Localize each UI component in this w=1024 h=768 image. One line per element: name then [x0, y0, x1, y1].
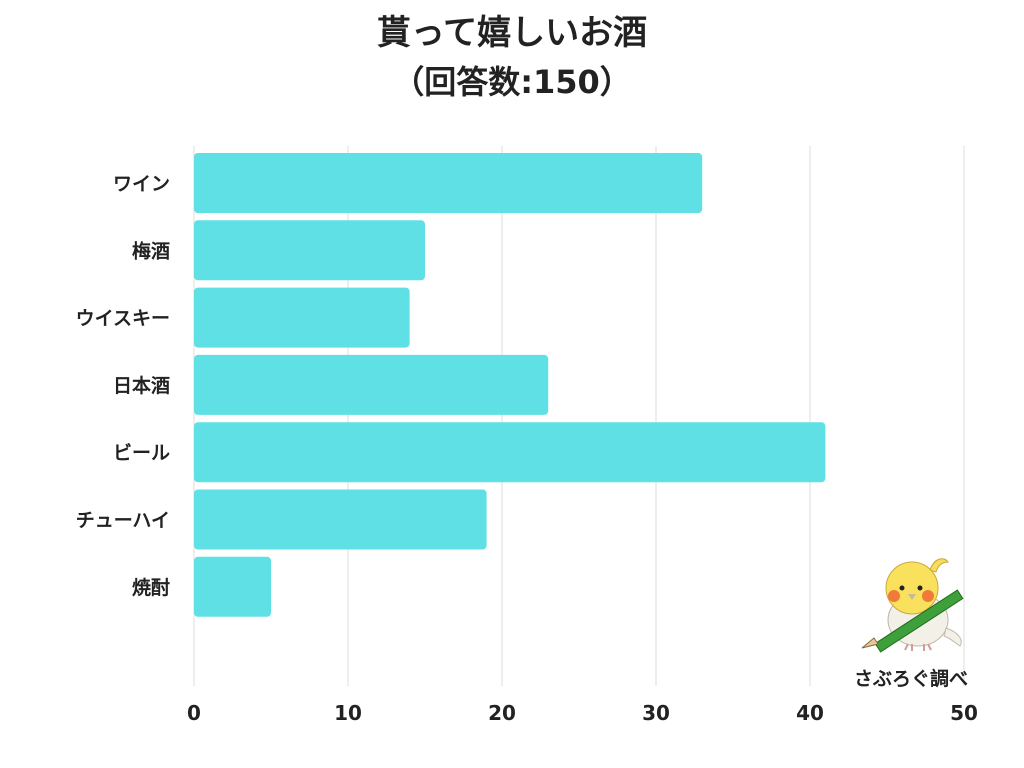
bar	[194, 489, 487, 550]
x-tick-label: 50	[950, 701, 978, 725]
category-label: ウイスキー	[76, 308, 170, 330]
cockatiel-with-pencil-icon	[861, 558, 964, 653]
category-label: 焼酎	[132, 576, 170, 599]
x-tick-label: 40	[796, 701, 824, 725]
bar	[194, 287, 410, 348]
bar	[194, 354, 549, 415]
bar	[194, 422, 826, 483]
x-tick-label: 20	[488, 701, 516, 725]
chart-title: 貰って嬉しいお酒	[376, 13, 648, 53]
bar	[194, 153, 703, 213]
x-tick-label: 30	[642, 701, 670, 725]
category-label: ビール	[113, 442, 170, 464]
category-label: 日本酒	[113, 374, 170, 397]
credit-label: さぶろぐ調べ	[853, 668, 968, 690]
x-tick-label: 10	[334, 701, 362, 725]
category-label: ワイン	[113, 173, 170, 195]
x-tick-labels: 0 10 20 30 40 50	[187, 701, 978, 725]
category-label: チューハイ	[76, 510, 170, 532]
category-label: 梅酒	[132, 239, 170, 262]
chart-subtitle: （回答数:150）	[392, 63, 632, 101]
bar	[194, 220, 425, 281]
chart-heading: 貰って嬉しいお酒 （回答数:150）	[0, 10, 1024, 104]
x-tick-label: 0	[187, 701, 201, 725]
bars	[194, 153, 826, 617]
bar	[194, 556, 271, 617]
